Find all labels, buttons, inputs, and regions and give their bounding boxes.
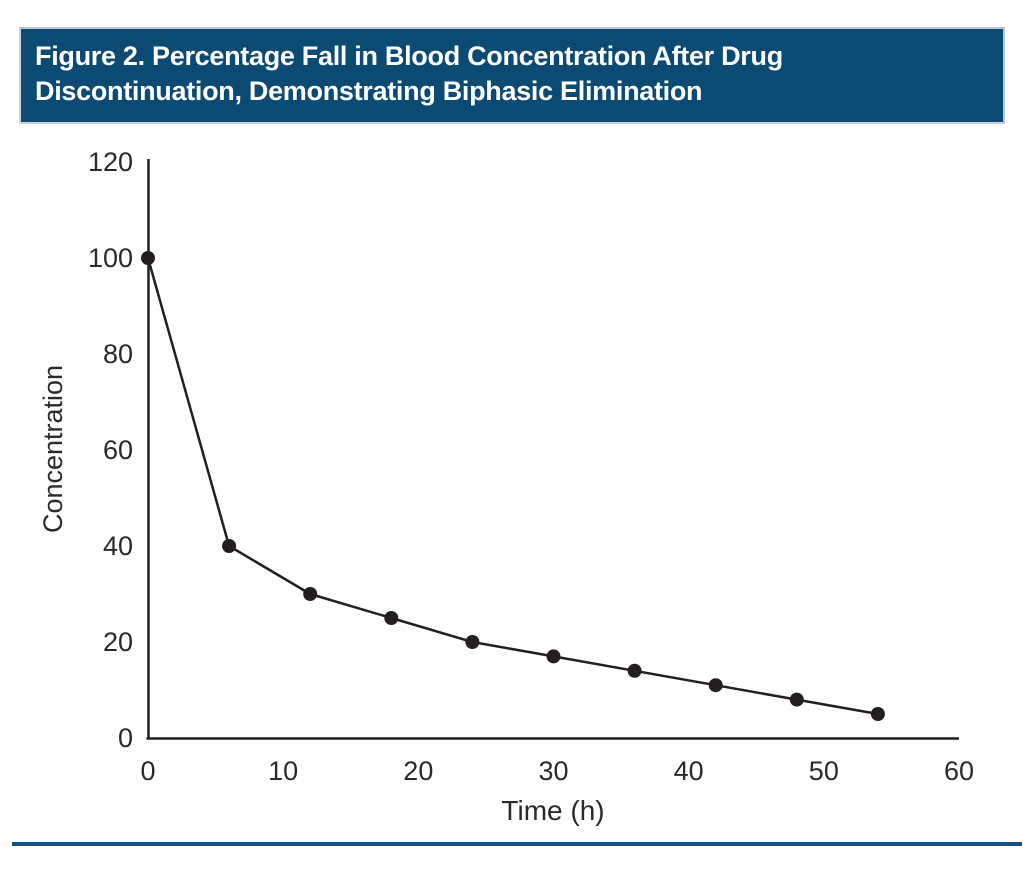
data-point [384, 611, 399, 625]
x-axis-title: Time (h) [501, 795, 604, 826]
data-point [141, 251, 155, 265]
tick-labels: 0 20 40 60 80 100 120 0 10 20 30 40 50 60 [88, 147, 974, 786]
y-tick-label: 0 [118, 723, 133, 753]
data-point [870, 707, 885, 721]
data-point [708, 678, 723, 693]
x-tick-label: 60 [944, 756, 974, 786]
data-point [627, 663, 642, 678]
x-tick-label: 40 [674, 756, 704, 786]
figure-title-line-2: Discontinuation, Demonstrating Biphasic … [35, 76, 703, 106]
x-tick-label: 50 [809, 756, 839, 786]
y-tick-label: 40 [103, 531, 133, 561]
x-tick-label: 0 [140, 756, 155, 786]
data-series [141, 251, 885, 721]
y-axis-title: Concentration [38, 365, 68, 533]
y-tick-label: 100 [88, 243, 133, 273]
data-point [303, 587, 318, 601]
x-tick-label: 30 [538, 756, 568, 786]
title-band: Figure 2. Percentage Fall in Blood Conce… [19, 27, 1005, 124]
y-tick-label: 20 [103, 627, 133, 657]
data-point [546, 649, 561, 664]
series-line [146, 257, 879, 716]
y-tick-label: 120 [88, 147, 133, 177]
figure-title-line-1: Figure 2. Percentage Fall in Blood Conce… [35, 41, 783, 71]
x-tick-label: 10 [268, 756, 298, 786]
y-tick-label: 80 [103, 339, 133, 369]
bottom-divider-rule [12, 842, 1022, 846]
data-point [222, 539, 237, 553]
data-point [465, 635, 480, 649]
x-tick-label: 20 [403, 756, 433, 786]
y-tick-label: 60 [103, 435, 133, 465]
data-point [789, 692, 804, 707]
